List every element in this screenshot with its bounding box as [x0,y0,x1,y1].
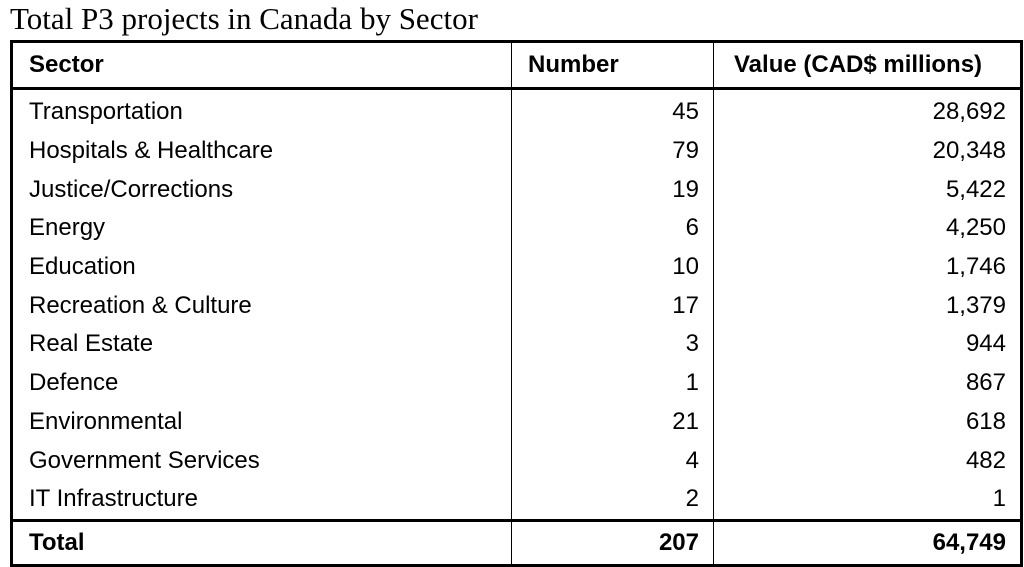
header-value: Value (CAD$ millions) [713,41,1022,90]
table-row: Energy 6 4,250 [11,209,1022,248]
cell-value: 20,348 [932,137,1006,165]
table-row: Transportation 45 28,692 [11,88,1022,132]
cell-sector: Defence [11,363,512,403]
cell-sector: Recreation & Culture [11,286,512,326]
cell-sector: Real Estate [11,325,512,364]
table-row: Environmental 21 618 [11,402,1022,442]
cell-value: 1,379 [945,291,1006,319]
header-row: Sector Number Value (CAD$ millions) [11,41,1022,90]
cell-sector: Education [11,247,512,287]
table-row: Justice/Corrections 19 5,422 [11,170,1022,210]
cell-value: 5,422 [945,175,1006,203]
cell-number: 21 [511,402,714,442]
cell-sector: Hospitals & Healthcare [11,131,512,171]
cell-value: 867 [965,369,1006,397]
table-row: IT Infrastructure 2 1 [11,479,1022,521]
cell-sector: Justice/Corrections [11,170,512,210]
cell-number: 1 [511,363,714,403]
table-caption: Total P3 projects in Canada by Sector [10,1,478,36]
cell-sector: Government Services [11,441,512,480]
table-row: Education 10 1,746 [11,247,1022,287]
table-row: Real Estate 3 944 [11,325,1022,364]
table-row: Defence 1 867 [11,363,1022,403]
cell-number: 19 [511,170,714,210]
cell-number: 3 [511,325,714,364]
total-row: Total 207 64,749 [11,518,1022,566]
cell-number: 6 [511,209,714,248]
total-number: 207 [511,518,714,566]
cell-number: 4 [511,441,714,480]
cell-value: 4,250 [945,214,1006,242]
cell-value: 618 [965,407,1006,435]
total-label: Total [11,518,512,566]
table-row: Hospitals & Healthcare 79 20,348 [11,131,1022,171]
cell-number: 79 [511,131,714,171]
cell-number: 2 [511,479,714,521]
sector-table: Sector Number Value (CAD$ millions) Tran… [10,40,1023,567]
total-value: 64,749 [713,518,1022,566]
cell-value: 944 [965,330,1006,358]
cell-value: 1 [992,485,1006,513]
cell-number: 45 [511,88,714,132]
cell-sector: Transportation [11,88,512,132]
cell-value: 1,746 [945,253,1006,281]
cell-number: 17 [511,286,714,326]
cell-sector: Environmental [11,402,512,442]
header-sector: Sector [11,41,512,90]
cell-sector: Energy [11,209,512,248]
table-row: Recreation & Culture 17 1,379 [11,286,1022,326]
cell-number: 10 [511,247,714,287]
cell-value: 28,692 [932,98,1006,126]
cell-value: 482 [965,446,1006,474]
cell-sector: IT Infrastructure [11,479,512,521]
header-number: Number [511,41,714,90]
table-row: Government Services 4 482 [11,441,1022,480]
